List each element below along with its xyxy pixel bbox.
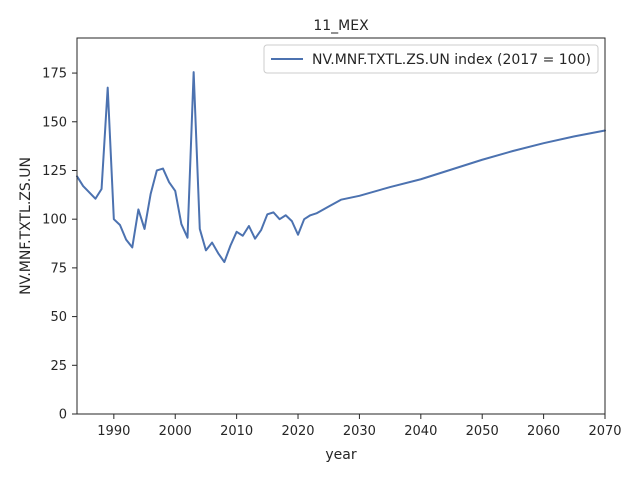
y-tick-label: 150 [42, 115, 67, 130]
plot-area [76, 71, 606, 264]
y-tick-label: 0 [59, 408, 67, 423]
y-axis: 0 25 50 75 100 125 150 175 [42, 67, 77, 423]
legend-label: NV.MNF.TXTL.ZS.UN index (2017 = 100) [312, 52, 591, 68]
chart-title: 11_MEX [313, 18, 369, 34]
y-tick-label: 25 [50, 359, 67, 374]
y-tick-label: 125 [42, 164, 67, 179]
x-tick-label: 2010 [220, 424, 253, 439]
x-tick-label: 2040 [404, 424, 437, 439]
x-axis: 1990 2000 2010 2020 2030 2040 2050 2060 2070 [97, 414, 622, 439]
x-axis-label: year [325, 447, 356, 463]
y-tick-label: 100 [42, 213, 67, 228]
x-tick-label: 1990 [97, 424, 130, 439]
x-tick-label: 2060 [527, 424, 560, 439]
legend: NV.MNF.TXTL.ZS.UN index (2017 = 100) [263, 44, 599, 74]
x-tick-label: 2070 [588, 424, 621, 439]
plot-frame [76, 37, 606, 415]
x-tick-label: 2020 [281, 424, 314, 439]
y-tick-label: 75 [50, 261, 67, 276]
y-tick-label: 50 [50, 310, 67, 325]
y-axis-label: NV.MNF.TXTL.ZS.UN [18, 157, 34, 295]
x-tick-label: 2050 [466, 424, 499, 439]
x-tick-label: 2000 [159, 424, 192, 439]
y-tick-label: 175 [42, 67, 67, 82]
series-line-0 [76, 71, 606, 264]
x-tick-label: 2030 [343, 424, 376, 439]
legend-box [263, 44, 599, 74]
